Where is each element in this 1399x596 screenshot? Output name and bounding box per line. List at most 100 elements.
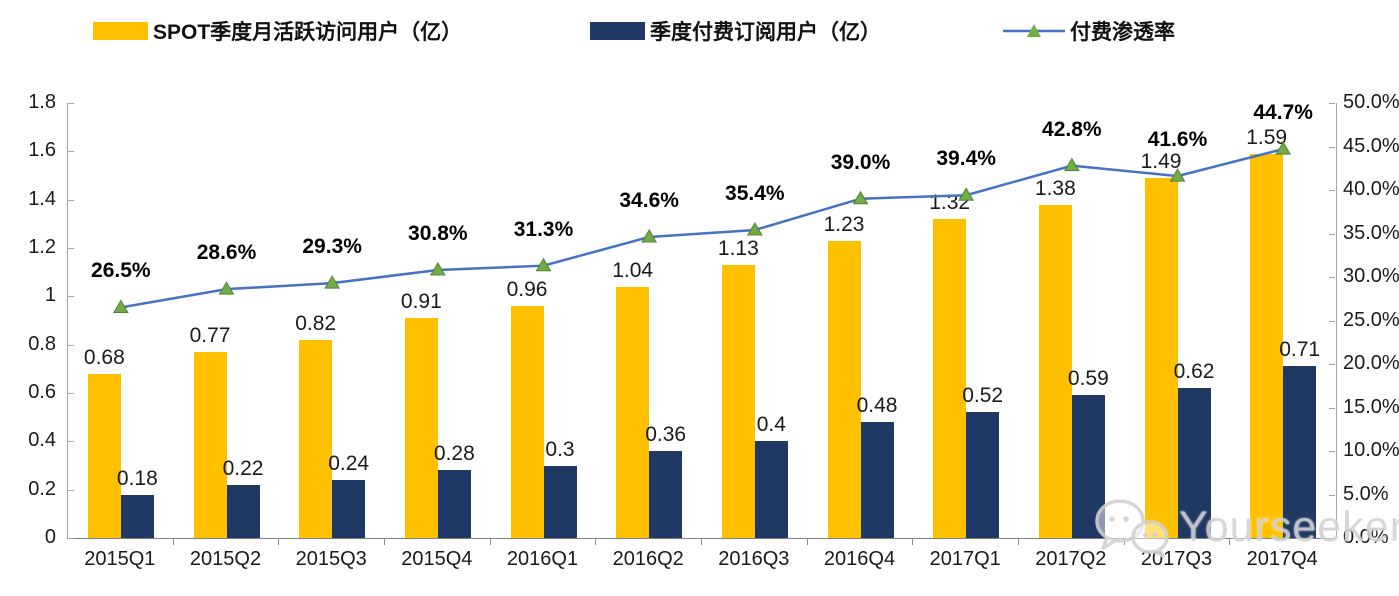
- subscribers-bar: [649, 451, 683, 538]
- mau-bar: [87, 373, 121, 538]
- x-axis-tick: [489, 538, 491, 545]
- penetration-value-label: 35.4%: [725, 182, 785, 206]
- subscribers-bar-value-label: 0.24: [328, 452, 370, 475]
- right-axis-tick-label: 15.0%: [1343, 395, 1399, 418]
- penetration-marker: [112, 299, 129, 313]
- penetration-legend-label: 付费渗透率: [1070, 21, 1175, 44]
- penetration-value-label: 39.4%: [936, 147, 996, 171]
- right-axis-tick-label: 50.0%: [1343, 91, 1399, 113]
- right-axis-tick-label: 20.0%: [1343, 352, 1399, 374]
- subscribers-bar: [1283, 366, 1317, 538]
- right-axis-tick: [1329, 364, 1335, 365]
- left-axis-tick: [68, 538, 74, 539]
- mau-bar: [933, 219, 967, 538]
- right-axis-tick: [1329, 233, 1335, 235]
- x-axis-tick: [595, 538, 597, 545]
- right-axis-tick-label: 0.0%: [1343, 526, 1389, 548]
- subscribers-legend-label: 季度付费订阅用户（亿）: [650, 21, 881, 44]
- x-axis-category-label: 2017Q3: [1140, 548, 1213, 570]
- right-axis-tick-label: 45.0%: [1343, 134, 1399, 157]
- x-axis-tick: [1018, 538, 1019, 545]
- mau-bar-value-label: 1.04: [612, 258, 654, 282]
- x-axis-category-label: 2017Q4: [1246, 548, 1318, 570]
- subscribers-bar-value-label: 0.18: [116, 466, 158, 490]
- subscribers-bar: [543, 465, 577, 538]
- x-axis-tick: [384, 538, 385, 545]
- right-axis-tick: [1329, 451, 1335, 452]
- subscribers-bar-value-label: 0.3: [545, 437, 575, 461]
- mau-bar-value-label: 0.96: [506, 278, 548, 301]
- penetration-line-legend-marker: [1003, 22, 1065, 40]
- right-axis-tick: [1329, 277, 1335, 278]
- x-axis-category-label: 2015Q3: [295, 548, 367, 570]
- penetration-value-label: 30.8%: [408, 222, 468, 246]
- x-axis-category-label: 2015Q2: [189, 548, 262, 570]
- mau-bar: [299, 339, 333, 538]
- legend-item-mau: SPOT季度月活跃访问用户（亿）: [93, 18, 462, 44]
- subscribers-bar-value-label: 0.52: [962, 384, 1004, 408]
- mau-bar: [1250, 153, 1284, 538]
- left-axis-tick: [68, 151, 74, 153]
- x-axis-tick: [912, 538, 914, 545]
- mau-bar: [827, 240, 861, 538]
- x-axis-tick: [1123, 538, 1125, 545]
- x-axis-tick: [1229, 538, 1231, 545]
- left-axis-tick-label: 1.2: [28, 236, 56, 258]
- subscribers-bar: [860, 422, 894, 538]
- mau-bar: [404, 318, 438, 538]
- subscribers-bar: [966, 412, 1000, 538]
- right-axis-tick: [1329, 320, 1335, 322]
- left-axis-tick-label: 1.4: [28, 187, 56, 210]
- mau-bar-value-label: 1.59: [1246, 125, 1288, 149]
- penetration-marker: [958, 187, 975, 201]
- left-axis-tick-label: 0: [44, 526, 56, 548]
- subscribers-bar: [437, 470, 471, 538]
- subscribers-bar-value-label: 0.48: [856, 394, 898, 417]
- subscribers-bar: [1177, 388, 1211, 538]
- mau-bar-value-label: 0.82: [295, 311, 337, 335]
- plot-area: 0.68 0.18 0.77 0.22 0.82 0.24 0.91 0.28 0.96 0.3 1…: [67, 101, 1337, 539]
- mau-bar-value-label: 1.38: [1034, 176, 1076, 200]
- x-axis-tick: [278, 538, 280, 545]
- x-axis-category-label: 2017Q2: [1035, 548, 1107, 570]
- x-axis-category-label: 2017Q1: [929, 548, 1001, 570]
- right-axis-tick-label: 40.0%: [1343, 178, 1399, 200]
- mau-bar-value-label: 1.13: [717, 236, 759, 260]
- left-axis-tick-label: 1: [44, 284, 56, 307]
- subscribers-bar-value-label: 0.59: [1067, 367, 1109, 391]
- left-axis-tick: [68, 248, 74, 249]
- penetration-line: [112, 141, 1292, 313]
- left-axis-tick-label: 0.6: [28, 381, 56, 403]
- right-axis-tick: [1329, 494, 1335, 496]
- x-axis-category-label: 2016Q1: [506, 548, 579, 570]
- x-axis-category-label: 2016Q4: [823, 548, 896, 570]
- subscribers-bar-value-label: 0.22: [222, 456, 264, 480]
- penetration-value-label: 26.5%: [91, 259, 151, 283]
- subscribers-bar-value-label: 0.71: [1279, 338, 1321, 362]
- mau-bar-value-label: 0.91: [400, 290, 442, 314]
- x-axis-category-label: 2016Q3: [718, 548, 790, 570]
- left-axis-tick: [68, 441, 74, 443]
- subscribers-legend-swatch: [590, 22, 645, 40]
- left-axis-tick: [68, 296, 74, 298]
- penetration-marker: [535, 257, 552, 272]
- subscribers-bar-value-label: 0.36: [645, 423, 687, 446]
- penetration-value-label: 39.0%: [830, 150, 891, 174]
- right-axis-tick: [1329, 103, 1335, 104]
- left-axis-tick-label: 1.6: [28, 139, 56, 162]
- mau-legend-label: SPOT季度月活跃访问用户（亿）: [153, 21, 463, 44]
- penetration-marker: [218, 281, 235, 295]
- subscribers-bar-value-label: 0.62: [1173, 360, 1215, 384]
- right-axis-tick-label: 30.0%: [1343, 265, 1399, 287]
- subscribers-bar: [120, 494, 154, 538]
- penetration-marker: [1169, 168, 1186, 182]
- right-axis-tick: [1329, 407, 1335, 409]
- x-axis-category-label: 2015Q1: [84, 548, 156, 570]
- subscribers-bar-value-label: 0.4: [756, 413, 786, 437]
- penetration-value-label: 44.7%: [1253, 101, 1313, 125]
- left-axis-tick: [68, 199, 74, 201]
- mau-bar: [616, 286, 650, 538]
- left-axis-tick: [68, 489, 74, 491]
- x-axis-tick: [172, 538, 174, 545]
- right-axis-tick-label: 5.0%: [1343, 482, 1389, 505]
